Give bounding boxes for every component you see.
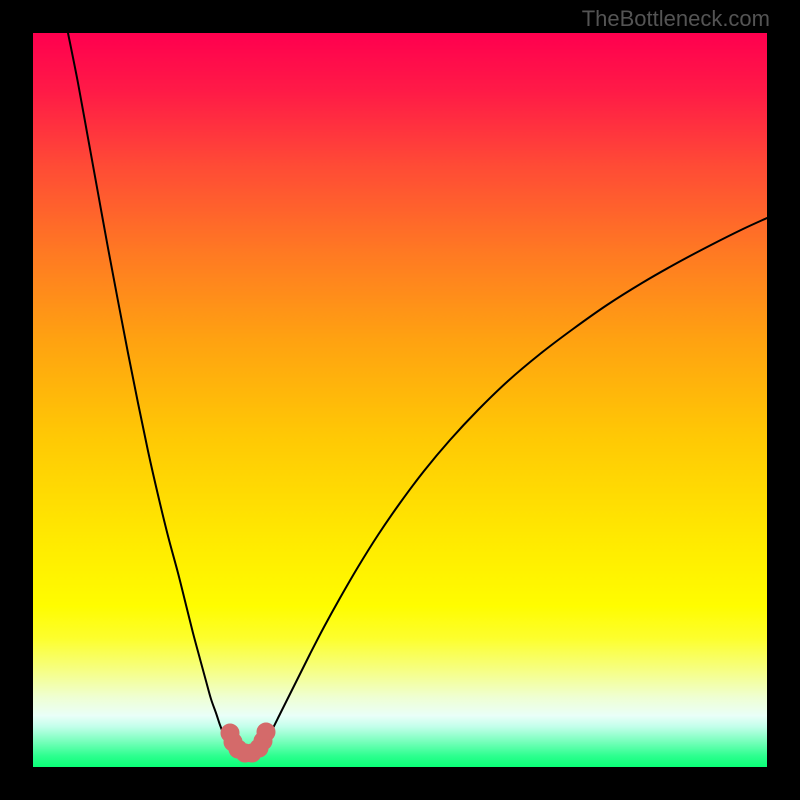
chart-container: TheBottleneck.com — [0, 0, 800, 800]
plot-area — [33, 33, 767, 767]
gradient-background — [33, 33, 767, 767]
watermark-text: TheBottleneck.com — [582, 6, 770, 32]
